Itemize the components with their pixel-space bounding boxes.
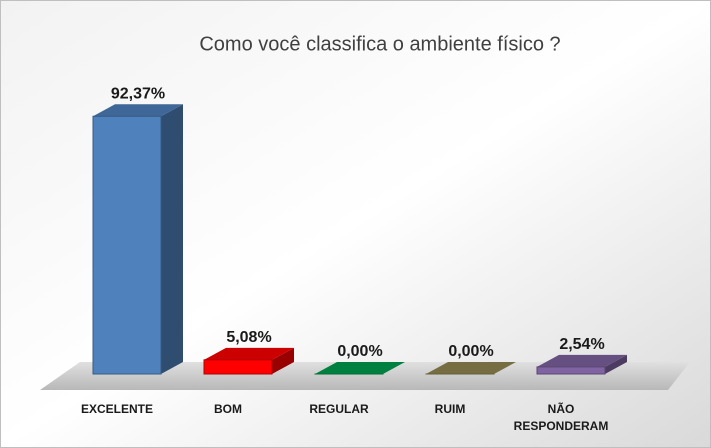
value-label: 0,00% xyxy=(337,343,382,360)
bar-top xyxy=(426,362,516,374)
bar-top xyxy=(537,354,627,367)
value-label: 2,54% xyxy=(559,336,604,353)
x-tick-label: RUIM xyxy=(435,402,466,416)
bar-side xyxy=(605,354,627,374)
bar-side xyxy=(272,347,294,374)
value-label: 5,08% xyxy=(226,329,271,346)
x-tick-label: REGULAR xyxy=(309,402,369,416)
value-label: 0,00% xyxy=(448,343,493,360)
bar xyxy=(203,359,273,375)
x-tick-label: BOM xyxy=(214,402,242,416)
x-tick-label: NÃO RESPONDERAM xyxy=(514,401,609,433)
chart-title: Como você classifica o ambiente físico ? xyxy=(199,33,560,55)
x-tick-label: EXCELENTE xyxy=(81,402,153,416)
bar-top xyxy=(204,347,294,360)
bar-top xyxy=(93,104,183,117)
bar-top xyxy=(315,362,405,374)
value-label: 92,37% xyxy=(111,86,165,103)
bar xyxy=(92,115,162,375)
floor xyxy=(40,362,690,390)
bar xyxy=(536,366,606,375)
bar-side xyxy=(161,104,183,375)
